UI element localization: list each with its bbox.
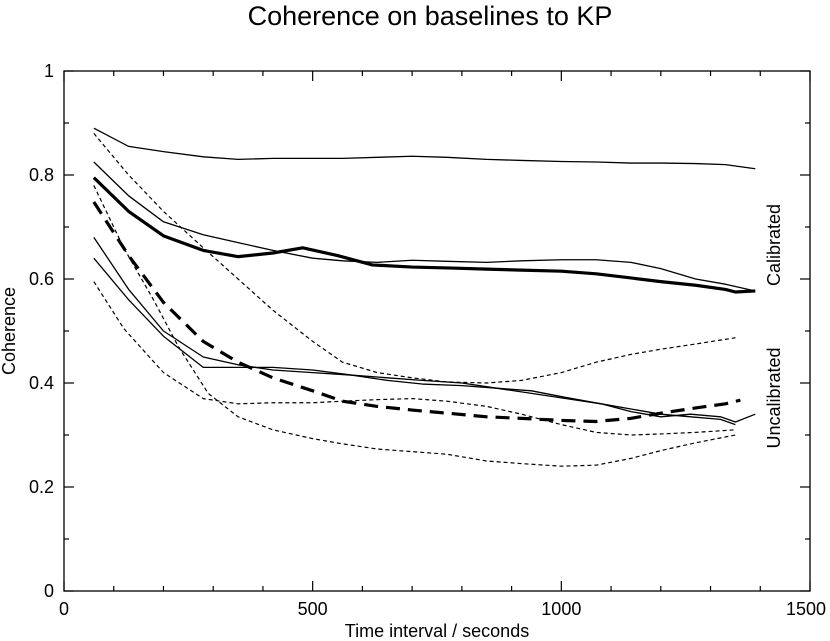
calibrated-label: Calibrated bbox=[764, 204, 784, 286]
x-tick-label: 1500 bbox=[786, 599, 826, 619]
x-tick-label: 500 bbox=[298, 599, 328, 619]
chart-title: Coherence on baselines to KP bbox=[248, 1, 613, 31]
axis-ticks bbox=[63, 70, 811, 592]
series-line-5 bbox=[93, 257, 736, 426]
y-tick-label: 0.6 bbox=[29, 269, 54, 289]
plot-frame bbox=[63, 70, 811, 592]
y-tick-label: 0 bbox=[44, 581, 54, 601]
y-tick-label: 0.8 bbox=[29, 165, 54, 185]
series-line-4 bbox=[93, 237, 756, 423]
series-line-1 bbox=[93, 127, 756, 170]
y-tick-label: 1 bbox=[44, 61, 54, 81]
series-line-3 bbox=[92, 176, 756, 294]
y-tick-label: 0.2 bbox=[29, 477, 54, 497]
x-tick-label: 0 bbox=[59, 599, 69, 619]
y-axis-label: Coherence bbox=[0, 287, 19, 375]
series-line-2 bbox=[93, 161, 756, 292]
series-line-6 bbox=[93, 133, 736, 384]
plot-lines bbox=[92, 127, 756, 467]
series-line-9 bbox=[92, 201, 741, 424]
x-tick-label: 1000 bbox=[541, 599, 581, 619]
uncalibrated-label: Uncalibrated bbox=[764, 347, 784, 448]
series-line-8 bbox=[93, 185, 736, 467]
y-tick-label: 0.4 bbox=[29, 373, 54, 393]
series-line-7 bbox=[93, 281, 736, 436]
x-axis-label: Time interval / seconds bbox=[345, 621, 529, 641]
